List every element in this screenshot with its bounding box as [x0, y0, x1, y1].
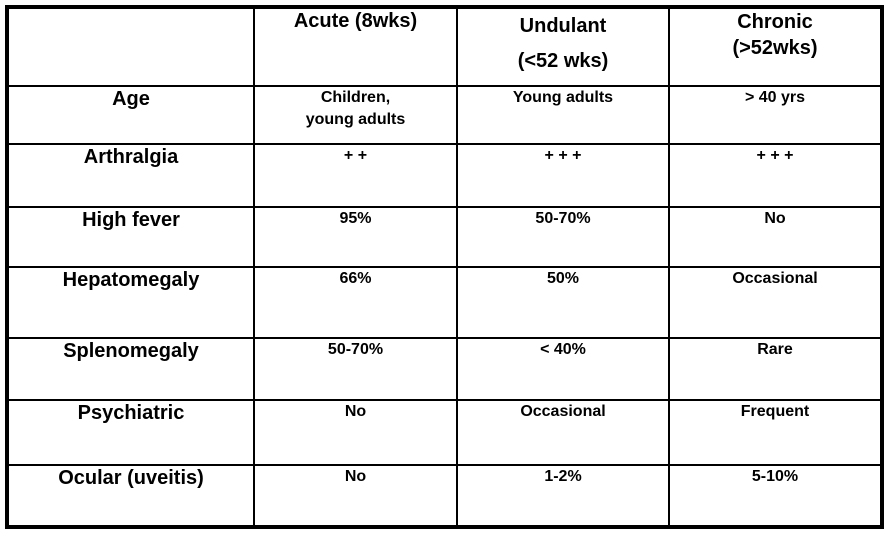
row-label-arthralgia: Arthralgia [6, 143, 255, 208]
column-header-chronic: Chronic (>52wks) [668, 5, 883, 88]
table-header-row: Acute (8wks) Undulant (<52 wks) Chronic … [6, 5, 883, 88]
cell-splenomegaly-undulant: < 40% [456, 336, 670, 402]
clinical-features-table: Acute (8wks) Undulant (<52 wks) Chronic … [5, 5, 884, 529]
table-row-ocular-uveitis: Ocular (uveitis) No 1-2% 5-10% [6, 463, 883, 529]
cell-high-fever-chronic: No [668, 205, 883, 268]
row-label-high-fever: High fever [6, 205, 255, 268]
table-row-high-fever: High fever 95% 50-70% No [6, 205, 883, 268]
cell-hepatomegaly-chronic: Occasional [668, 265, 883, 339]
cell-arthralgia-undulant: + + + [456, 143, 670, 208]
row-label-hepatomegaly: Hepatomegaly [6, 265, 255, 339]
row-label-ocular-uveitis: Ocular (uveitis) [6, 463, 255, 529]
cell-age-chronic: > 40 yrs [668, 85, 883, 146]
cell-psychiatric-chronic: Frequent [668, 399, 883, 466]
cell-age-undulant: Young adults [456, 85, 670, 146]
row-label-psychiatric: Psychiatric [6, 399, 255, 466]
cell-psychiatric-acute: No [253, 399, 458, 466]
row-label-age: Age [6, 85, 255, 146]
cell-ocular-chronic: 5-10% [668, 463, 883, 529]
table-row-psychiatric: Psychiatric No Occasional Frequent [6, 399, 883, 466]
cell-splenomegaly-chronic: Rare [668, 336, 883, 402]
cell-age-acute: Children, young adults [253, 85, 458, 146]
cell-ocular-acute: No [253, 463, 458, 529]
cell-high-fever-undulant: 50-70% [456, 205, 670, 268]
corner-cell [6, 5, 255, 88]
column-header-undulant: Undulant (<52 wks) [456, 5, 670, 88]
cell-high-fever-acute: 95% [253, 205, 458, 268]
cell-psychiatric-undulant: Occasional [456, 399, 670, 466]
cell-hepatomegaly-undulant: 50% [456, 265, 670, 339]
table-row-age: Age Children, young adults Young adults … [6, 85, 883, 146]
cell-splenomegaly-acute: 50-70% [253, 336, 458, 402]
column-header-acute: Acute (8wks) [253, 5, 458, 88]
cell-arthralgia-chronic: + + + [668, 143, 883, 208]
cell-ocular-undulant: 1-2% [456, 463, 670, 529]
cell-arthralgia-acute: + + [253, 143, 458, 208]
table-row-splenomegaly: Splenomegaly 50-70% < 40% Rare [6, 336, 883, 402]
cell-hepatomegaly-acute: 66% [253, 265, 458, 339]
table-row-arthralgia: Arthralgia + + + + + + + + [6, 143, 883, 208]
row-label-splenomegaly: Splenomegaly [6, 336, 255, 402]
table-row-hepatomegaly: Hepatomegaly 66% 50% Occasional [6, 265, 883, 339]
